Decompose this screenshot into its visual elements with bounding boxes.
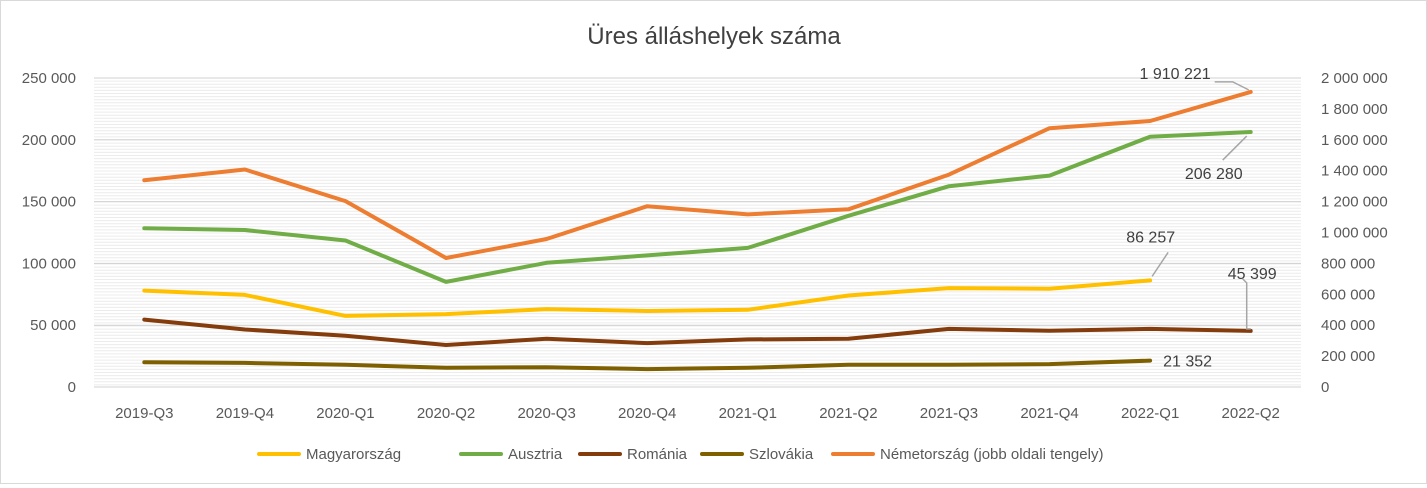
x-tick-label: 2022-Q2 <box>1222 405 1280 422</box>
legend-label: Románia <box>627 446 688 463</box>
right-axis-tick-labels: 0 200 000 400 000 600 000 800 000 1 000 000 1 … <box>1321 70 1388 396</box>
left-tick-label: 100 000 <box>22 255 76 272</box>
right-tick-label: 600 000 <box>1321 286 1375 303</box>
legend-label: Ausztria <box>508 446 563 463</box>
legend: Magyarország Ausztria Románia Szlovákia Néme… <box>257 446 1103 463</box>
right-tick-label: 1 800 000 <box>1321 101 1388 118</box>
right-tick-label: 1 400 000 <box>1321 163 1388 180</box>
leader-line <box>1151 251 1169 277</box>
series-line <box>142 89 1253 260</box>
right-tick-label: 400 000 <box>1321 317 1375 334</box>
left-tick-label: 50 000 <box>30 317 76 334</box>
data-label: 1 910 221 <box>1140 66 1211 83</box>
series-lines <box>142 89 1253 372</box>
right-tick-label: 1 600 000 <box>1321 132 1388 149</box>
leader-line <box>1242 278 1251 330</box>
series-line <box>142 130 1253 284</box>
x-tick-label: 2020-Q4 <box>618 405 676 422</box>
left-tick-label: 0 <box>68 379 76 396</box>
left-tick-label: 200 000 <box>22 132 76 149</box>
left-tick-label: 150 000 <box>22 194 76 211</box>
x-tick-label: 2021-Q1 <box>719 405 777 422</box>
x-tick-label: 2020-Q3 <box>517 405 575 422</box>
left-axis-tick-labels: 0 50 000 100 000 150 000 200 000 250 000 <box>22 70 76 396</box>
right-tick-label: 0 <box>1321 379 1329 396</box>
x-tick-label: 2019-Q4 <box>216 405 274 422</box>
x-tick-label: 2020-Q1 <box>316 405 374 422</box>
series-line <box>142 358 1153 372</box>
right-tick-label: 1 200 000 <box>1321 194 1388 211</box>
x-tick-label: 2022-Q1 <box>1121 405 1179 422</box>
x-tick-label: 2021-Q2 <box>819 405 877 422</box>
x-tick-label: 2021-Q4 <box>1020 405 1078 422</box>
data-labels: 1 910 221 206 280 86 257 45 399 21 352 <box>1126 66 1277 371</box>
legend-label: Németország (jobb oldali tengely) <box>880 446 1103 463</box>
right-tick-label: 800 000 <box>1321 255 1375 272</box>
leader-line <box>1214 81 1250 91</box>
data-label: 21 352 <box>1163 354 1212 371</box>
series-line <box>142 278 1153 318</box>
data-label: 86 257 <box>1126 229 1175 246</box>
right-tick-label: 200 000 <box>1321 348 1375 365</box>
data-label: 206 280 <box>1185 166 1243 183</box>
gridlines <box>94 77 1301 388</box>
x-tick-label: 2021-Q3 <box>920 405 978 422</box>
data-label: 45 399 <box>1228 266 1277 283</box>
leader-line <box>1222 135 1248 161</box>
x-tick-label: 2020-Q2 <box>417 405 475 422</box>
x-axis-tick-labels: 2019-Q3 2019-Q4 2020-Q1 2020-Q2 2020-Q3 2020-… <box>115 405 1280 422</box>
right-tick-label: 2 000 000 <box>1321 70 1388 87</box>
x-tick-label: 2019-Q3 <box>115 405 173 422</box>
legend-label: Szlovákia <box>749 446 814 463</box>
legend-label: Magyarország <box>306 446 401 463</box>
series-line <box>142 317 1253 347</box>
chart-title: Üres álláshelyek száma <box>587 23 841 50</box>
left-tick-label: 250 000 <box>22 70 76 87</box>
right-tick-label: 1 000 000 <box>1321 225 1388 242</box>
